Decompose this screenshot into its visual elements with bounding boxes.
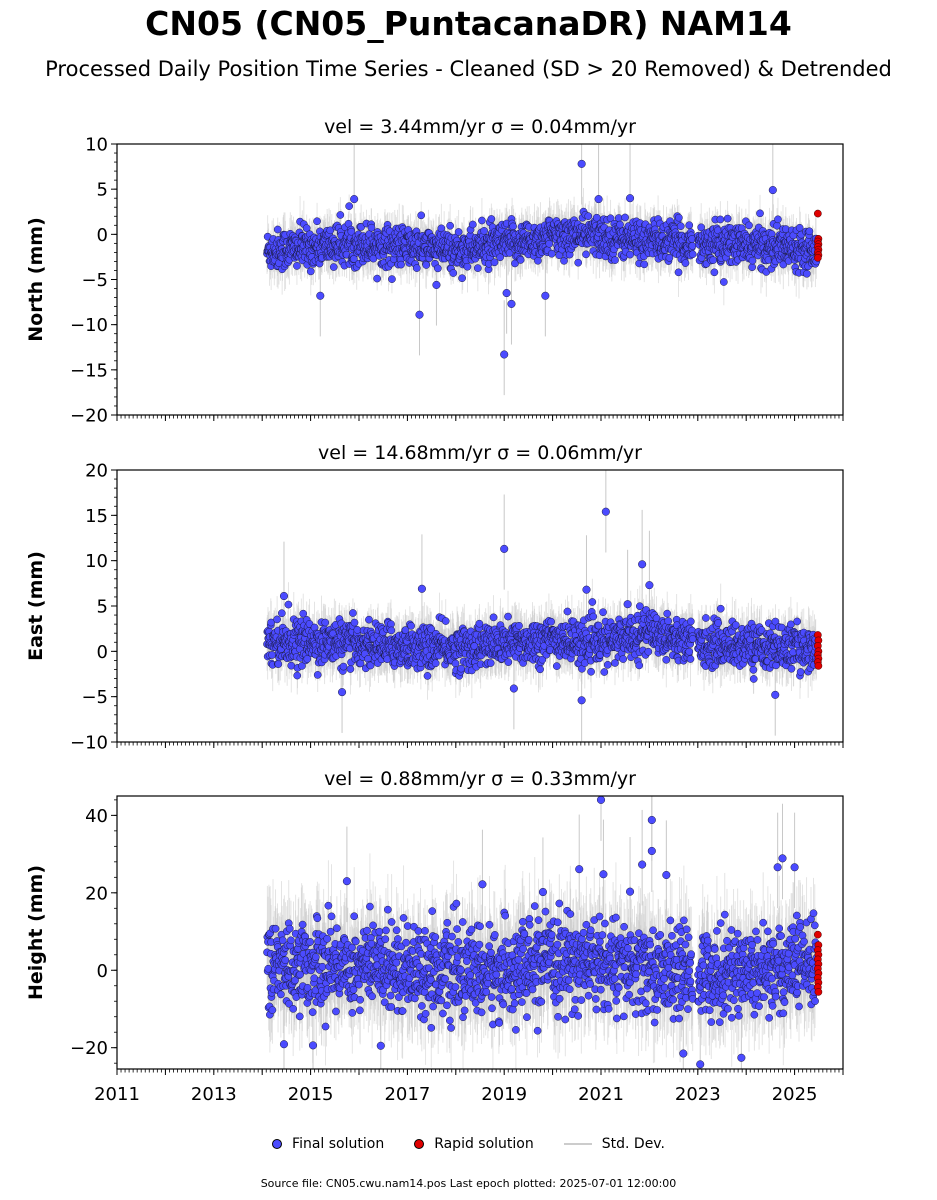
panel-north: −20 −15 −10 −5 0 5 10 vel = 3.44mm/yr σ = 0.04m… xyxy=(25,116,844,427)
final-point-outlier xyxy=(768,186,777,195)
final-point xyxy=(480,227,488,235)
final-point xyxy=(422,261,431,269)
final-point xyxy=(434,264,442,273)
rapid-point xyxy=(813,253,822,262)
final-point xyxy=(676,222,685,231)
final-point xyxy=(795,223,804,232)
y-tick-label: −5 xyxy=(81,270,108,291)
final-point xyxy=(745,221,753,230)
final-point xyxy=(756,209,764,218)
y-tick-label: 5 xyxy=(97,180,108,201)
final-point xyxy=(417,211,426,220)
final-point xyxy=(674,268,683,277)
final-point xyxy=(621,213,629,222)
final-point xyxy=(681,259,690,267)
main-title: CN05 (CN05_PuntacanaDR) NAM14 xyxy=(145,4,792,43)
final-point xyxy=(688,250,697,259)
final-point xyxy=(716,215,725,224)
final-point xyxy=(805,227,814,236)
final-point xyxy=(313,217,321,226)
plot-frame-north xyxy=(116,143,844,416)
final-point xyxy=(473,264,482,272)
final-point xyxy=(719,278,728,286)
final-point xyxy=(273,225,282,234)
final-point xyxy=(710,268,719,277)
final-point xyxy=(347,227,356,236)
final-point xyxy=(685,221,694,230)
final-point xyxy=(478,216,486,225)
final-point xyxy=(626,250,634,259)
final-point xyxy=(326,226,335,235)
final-point xyxy=(458,274,466,283)
final-point-outlier xyxy=(577,159,586,168)
final-point xyxy=(547,249,556,258)
final-points-north xyxy=(263,159,821,359)
subtitle: Processed Daily Position Time Series - C… xyxy=(45,57,892,81)
final-point xyxy=(611,256,619,264)
chart-figure: −20 −15 −10 −5 0 5 10 vel = 3.44mm/yr σ = 0.04m… xyxy=(25,116,844,1105)
final-point-outlier xyxy=(594,195,603,204)
final-point xyxy=(803,269,811,278)
final-point xyxy=(449,269,458,277)
final-point xyxy=(329,263,338,271)
final-point-outlier xyxy=(415,310,424,319)
final-point xyxy=(640,260,649,269)
final-point-outlier xyxy=(500,350,509,359)
final-point xyxy=(509,222,517,231)
y-tick-label: 10 xyxy=(85,135,108,156)
final-point xyxy=(367,223,376,232)
y-tick-label: 0 xyxy=(97,225,108,246)
final-point xyxy=(468,220,477,229)
final-point xyxy=(774,215,782,224)
final-point xyxy=(616,220,624,229)
final-point xyxy=(545,239,554,248)
final-point xyxy=(534,256,542,265)
final-point-outlier xyxy=(316,291,325,300)
final-point xyxy=(516,256,525,264)
final-point xyxy=(723,214,732,223)
final-point xyxy=(490,258,499,267)
y-tick-label: −15 xyxy=(70,360,108,381)
final-point xyxy=(574,258,583,267)
y-tick-label: −10 xyxy=(70,315,108,336)
final-point-outlier xyxy=(507,299,516,308)
final-point xyxy=(336,211,345,219)
final-point xyxy=(306,267,315,276)
final-point xyxy=(446,221,454,230)
final-point-outlier xyxy=(432,280,441,289)
final-point xyxy=(675,213,683,222)
y-axis-label-north: North (mm) xyxy=(25,217,47,342)
std-dev-bars-east xyxy=(266,470,817,742)
final-point xyxy=(582,250,590,259)
final-point xyxy=(463,262,472,271)
final-point xyxy=(388,275,396,283)
final-point xyxy=(293,262,301,270)
final-point xyxy=(397,260,405,269)
final-point xyxy=(496,253,505,262)
rapid-point xyxy=(813,209,822,218)
final-point-outlier xyxy=(625,194,635,203)
final-point xyxy=(302,224,311,233)
final-point xyxy=(373,274,381,283)
final-point-outlier xyxy=(502,289,511,298)
plot-area-north xyxy=(263,144,823,396)
final-point xyxy=(412,264,421,272)
final-point xyxy=(748,263,757,272)
final-point xyxy=(584,212,593,220)
final-point xyxy=(454,228,463,236)
final-point xyxy=(748,256,757,265)
final-point-outlier xyxy=(350,195,359,204)
final-point-outlier xyxy=(541,291,550,300)
final-point xyxy=(345,202,354,210)
y-tick-label: −20 xyxy=(70,406,108,427)
final-point xyxy=(688,242,697,250)
panel-title-north: vel = 3.44mm/yr σ = 0.04mm/yr xyxy=(324,116,636,138)
final-point xyxy=(350,255,358,263)
final-point xyxy=(487,215,496,223)
final-point xyxy=(709,256,717,264)
plot-area-east xyxy=(263,470,823,742)
